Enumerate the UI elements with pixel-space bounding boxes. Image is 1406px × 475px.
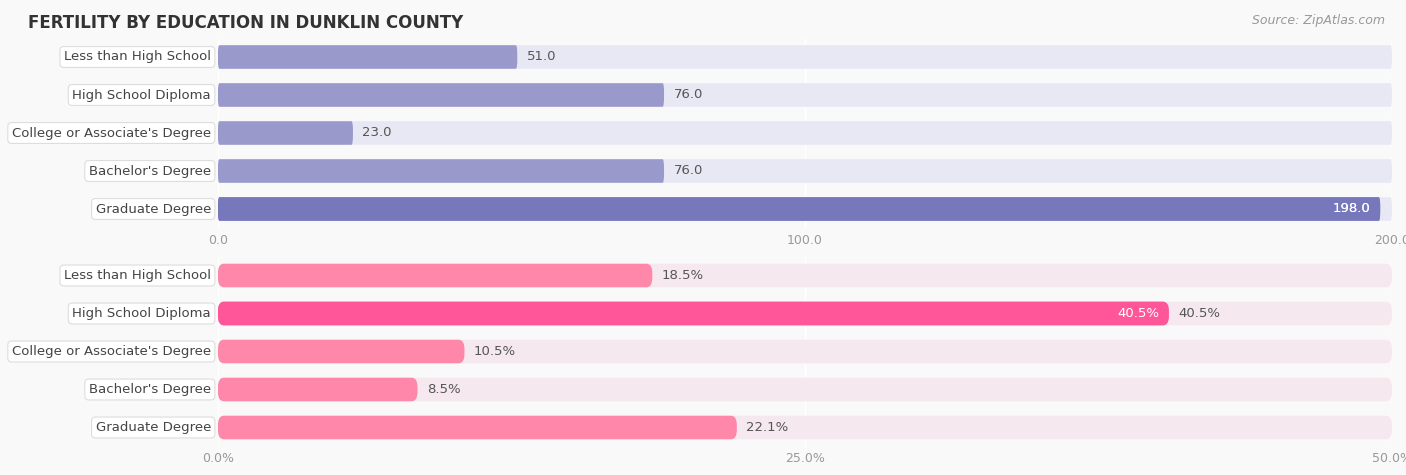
FancyBboxPatch shape [218,340,464,363]
FancyBboxPatch shape [218,378,418,401]
FancyBboxPatch shape [218,416,737,439]
FancyBboxPatch shape [218,83,664,107]
Text: FERTILITY BY EDUCATION IN DUNKLIN COUNTY: FERTILITY BY EDUCATION IN DUNKLIN COUNTY [28,14,464,32]
Text: 40.5%: 40.5% [1118,307,1160,320]
Text: 198.0: 198.0 [1333,202,1371,216]
FancyBboxPatch shape [218,340,1392,363]
FancyBboxPatch shape [218,197,1381,221]
FancyBboxPatch shape [218,45,517,69]
FancyBboxPatch shape [218,159,664,183]
FancyBboxPatch shape [218,121,353,145]
FancyBboxPatch shape [218,45,1392,69]
FancyBboxPatch shape [218,159,1392,183]
Text: 76.0: 76.0 [673,88,703,102]
FancyBboxPatch shape [218,197,1381,221]
FancyBboxPatch shape [218,83,1392,107]
Text: 51.0: 51.0 [527,50,557,64]
FancyBboxPatch shape [218,302,1168,325]
Text: 76.0: 76.0 [673,164,703,178]
FancyBboxPatch shape [218,197,1392,221]
FancyBboxPatch shape [218,264,652,287]
Text: Less than High School: Less than High School [63,50,211,64]
Text: Bachelor's Degree: Bachelor's Degree [89,383,211,396]
Text: 18.5%: 18.5% [662,269,704,282]
Text: High School Diploma: High School Diploma [72,307,211,320]
FancyBboxPatch shape [218,264,1392,287]
Text: 198.0: 198.0 [1333,202,1371,216]
Text: Bachelor's Degree: Bachelor's Degree [89,164,211,178]
Text: 8.5%: 8.5% [427,383,461,396]
FancyBboxPatch shape [218,302,1392,325]
FancyBboxPatch shape [218,416,1392,439]
FancyBboxPatch shape [218,302,1168,325]
Text: 40.5%: 40.5% [1178,307,1220,320]
Text: 22.1%: 22.1% [747,421,789,434]
FancyBboxPatch shape [218,378,1392,401]
Text: College or Associate's Degree: College or Associate's Degree [11,126,211,140]
Text: 10.5%: 10.5% [474,345,516,358]
Text: Graduate Degree: Graduate Degree [96,202,211,216]
FancyBboxPatch shape [218,121,1392,145]
Text: Graduate Degree: Graduate Degree [96,421,211,434]
Text: College or Associate's Degree: College or Associate's Degree [11,345,211,358]
Text: Less than High School: Less than High School [63,269,211,282]
Text: 23.0: 23.0 [363,126,392,140]
Text: Source: ZipAtlas.com: Source: ZipAtlas.com [1251,14,1385,27]
Text: High School Diploma: High School Diploma [72,88,211,102]
